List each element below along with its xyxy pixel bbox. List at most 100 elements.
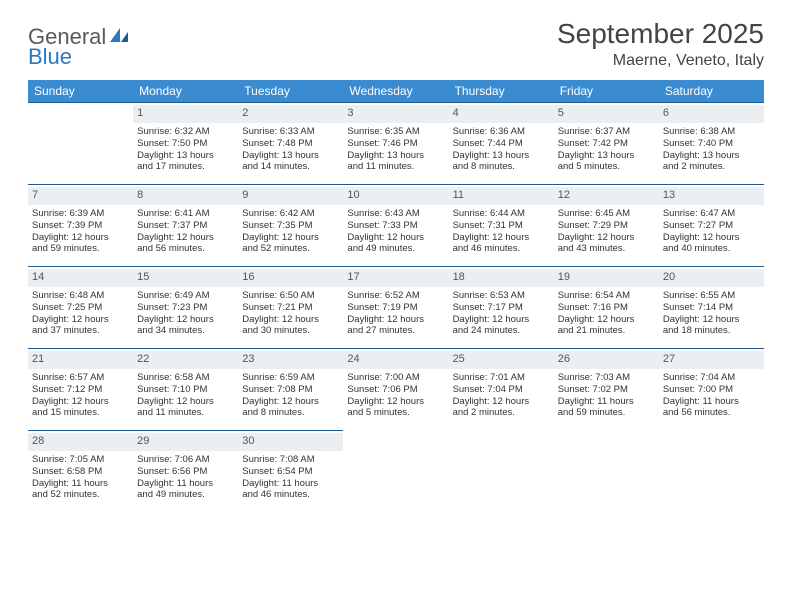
day-number: 10 (343, 187, 448, 205)
location: Maerne, Veneto, Italy (557, 52, 764, 70)
sunrise-line: Sunrise: 6:42 AM (242, 208, 339, 220)
sunrise-line: Sunrise: 6:49 AM (137, 290, 234, 302)
dow-header: Friday (554, 80, 659, 102)
sunrise-line: Sunrise: 7:05 AM (32, 454, 129, 466)
day-number: 12 (554, 187, 659, 205)
sunset-line: Sunset: 7:27 PM (663, 220, 760, 232)
sunrise-line: Sunrise: 6:50 AM (242, 290, 339, 302)
sunset-line: Sunset: 7:40 PM (663, 138, 760, 150)
day-number: 5 (554, 105, 659, 123)
day-number: 25 (449, 351, 554, 369)
day-cell: 14Sunrise: 6:48 AMSunset: 7:25 PMDayligh… (28, 266, 133, 348)
sunrise-line: Sunrise: 6:37 AM (558, 126, 655, 138)
daylight-line-2: and 52 minutes. (32, 489, 129, 501)
sunrise-line: Sunrise: 6:57 AM (32, 372, 129, 384)
month-title: September 2025 (557, 18, 764, 50)
sunrise-line: Sunrise: 7:03 AM (558, 372, 655, 384)
day-number: 20 (659, 269, 764, 287)
sunset-line: Sunset: 7:19 PM (347, 302, 444, 314)
sunset-line: Sunset: 7:46 PM (347, 138, 444, 150)
daylight-line-1: Daylight: 12 hours (137, 232, 234, 244)
daylight-line-1: Daylight: 12 hours (137, 314, 234, 326)
day-number: 17 (343, 269, 448, 287)
day-number: 4 (449, 105, 554, 123)
sunset-line: Sunset: 7:35 PM (242, 220, 339, 232)
sunrise-line: Sunrise: 6:52 AM (347, 290, 444, 302)
daylight-line-1: Daylight: 12 hours (347, 314, 444, 326)
day-cell: 6Sunrise: 6:38 AMSunset: 7:40 PMDaylight… (659, 102, 764, 184)
sunrise-line: Sunrise: 6:36 AM (453, 126, 550, 138)
daylight-line-1: Daylight: 13 hours (453, 150, 550, 162)
sunset-line: Sunset: 7:31 PM (453, 220, 550, 232)
daylight-line-1: Daylight: 12 hours (453, 314, 550, 326)
sunset-line: Sunset: 7:21 PM (242, 302, 339, 314)
sunset-line: Sunset: 7:29 PM (558, 220, 655, 232)
daylight-line-2: and 17 minutes. (137, 161, 234, 173)
day-cell: 15Sunrise: 6:49 AMSunset: 7:23 PMDayligh… (133, 266, 238, 348)
dow-header: Thursday (449, 80, 554, 102)
sunset-line: Sunset: 7:10 PM (137, 384, 234, 396)
daylight-line-2: and 46 minutes. (242, 489, 339, 501)
title-block: September 2025 Maerne, Veneto, Italy (557, 18, 764, 70)
day-number: 28 (28, 433, 133, 451)
daylight-line-2: and 2 minutes. (663, 161, 760, 173)
daylight-line-1: Daylight: 12 hours (347, 232, 444, 244)
day-number: 8 (133, 187, 238, 205)
sunset-line: Sunset: 7:16 PM (558, 302, 655, 314)
daylight-line-1: Daylight: 11 hours (137, 478, 234, 490)
sunset-line: Sunset: 7:50 PM (137, 138, 234, 150)
day-cell: 19Sunrise: 6:54 AMSunset: 7:16 PMDayligh… (554, 266, 659, 348)
empty-cell (28, 102, 133, 184)
daylight-line-2: and 56 minutes. (137, 243, 234, 255)
sunrise-line: Sunrise: 6:35 AM (347, 126, 444, 138)
daylight-line-2: and 40 minutes. (663, 243, 760, 255)
daylight-line-1: Daylight: 12 hours (453, 396, 550, 408)
daylight-line-1: Daylight: 11 hours (32, 478, 129, 490)
daylight-line-2: and 46 minutes. (453, 243, 550, 255)
sunset-line: Sunset: 7:25 PM (32, 302, 129, 314)
daylight-line-1: Daylight: 11 hours (242, 478, 339, 490)
day-cell: 5 Sunrise: 6:37 AMSunset: 7:42 PMDaylight… (554, 102, 659, 184)
day-cell: 28Sunrise: 7:05 AMSunset: 6:58 PMDayligh… (28, 430, 133, 512)
sunset-line: Sunset: 7:33 PM (347, 220, 444, 232)
daylight-line-1: Daylight: 12 hours (32, 396, 129, 408)
daylight-line-1: Daylight: 13 hours (558, 150, 655, 162)
day-cell: 27Sunrise: 7:04 AMSunset: 7:00 PMDayligh… (659, 348, 764, 430)
day-cell: 9Sunrise: 6:42 AMSunset: 7:35 PMDaylight… (238, 184, 343, 266)
day-number: 23 (238, 351, 343, 369)
sunrise-line: Sunrise: 6:43 AM (347, 208, 444, 220)
daylight-line-2: and 49 minutes. (347, 243, 444, 255)
daylight-line-1: Daylight: 13 hours (347, 150, 444, 162)
day-number: 3 (343, 105, 448, 123)
day-number: 30 (238, 433, 343, 451)
day-number: 1 (133, 105, 238, 123)
day-number: 27 (659, 351, 764, 369)
sunrise-line: Sunrise: 6:47 AM (663, 208, 760, 220)
daylight-line-2: and 5 minutes. (347, 407, 444, 419)
sunrise-line: Sunrise: 6:59 AM (242, 372, 339, 384)
daylight-line-1: Daylight: 12 hours (663, 314, 760, 326)
sunrise-line: Sunrise: 6:45 AM (558, 208, 655, 220)
daylight-line-2: and 59 minutes. (32, 243, 129, 255)
sunset-line: Sunset: 7:06 PM (347, 384, 444, 396)
sunset-line: Sunset: 7:42 PM (558, 138, 655, 150)
daylight-line-1: Daylight: 12 hours (347, 396, 444, 408)
daylight-line-2: and 43 minutes. (558, 243, 655, 255)
sunrise-line: Sunrise: 7:06 AM (137, 454, 234, 466)
sunrise-line: Sunrise: 6:32 AM (137, 126, 234, 138)
daylight-line-2: and 11 minutes. (137, 407, 234, 419)
day-cell: 17 Sunrise: 6:52 AMSunset: 7:19 PMDayligh… (343, 266, 448, 348)
daylight-line-2: and 15 minutes. (32, 407, 129, 419)
day-number: 6 (659, 105, 764, 123)
day-cell: 7Sunrise: 6:39 AMSunset: 7:39 PMDaylight… (28, 184, 133, 266)
day-cell: 21Sunrise: 6:57 AMSunset: 7:12 PMDayligh… (28, 348, 133, 430)
sunrise-line: Sunrise: 6:39 AM (32, 208, 129, 220)
day-cell: 3 Sunrise: 6:35 AMSunset: 7:46 PMDaylight… (343, 102, 448, 184)
sunset-line: Sunset: 7:44 PM (453, 138, 550, 150)
day-cell: 4 Sunrise: 6:36 AMSunset: 7:44 PMDaylight… (449, 102, 554, 184)
day-cell: 22Sunrise: 6:58 AMSunset: 7:10 PMDayligh… (133, 348, 238, 430)
daylight-line-2: and 27 minutes. (347, 325, 444, 337)
sunrise-line: Sunrise: 6:54 AM (558, 290, 655, 302)
dow-header: Wednesday (343, 80, 448, 102)
sunset-line: Sunset: 7:14 PM (663, 302, 760, 314)
